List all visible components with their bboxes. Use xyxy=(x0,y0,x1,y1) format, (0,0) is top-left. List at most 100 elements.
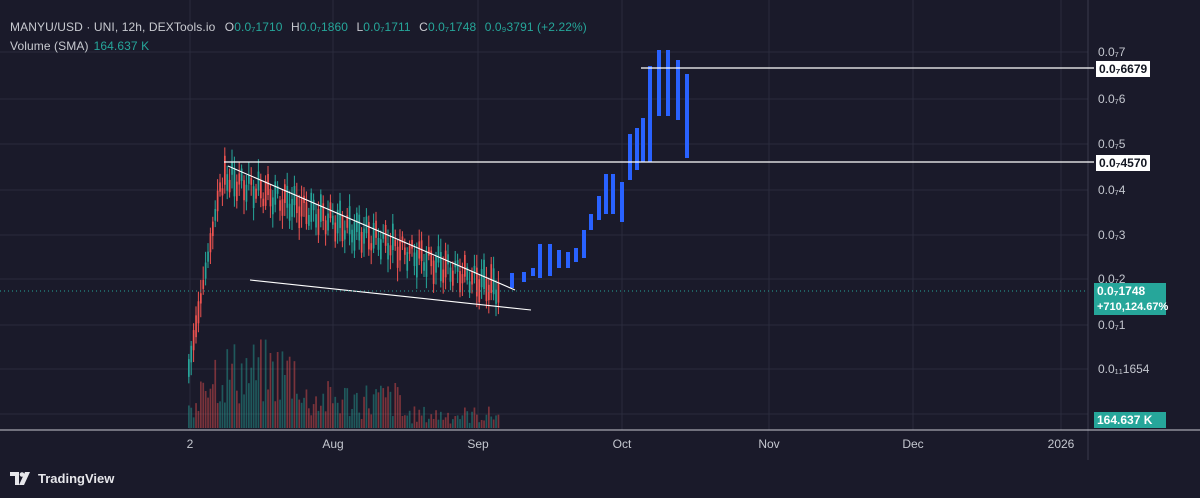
candle-body xyxy=(324,220,327,235)
grid xyxy=(0,0,1200,460)
candle-body xyxy=(413,252,416,267)
level-high-label[interactable]: 0.0₇6679 xyxy=(1096,61,1151,77)
volume-bar xyxy=(274,401,277,428)
projection-bar xyxy=(522,272,526,282)
close-label: C xyxy=(419,20,428,34)
volume-bar xyxy=(204,391,207,428)
volume-value: 164.637 K xyxy=(93,39,150,53)
volume-bar xyxy=(207,397,209,428)
candle-body xyxy=(399,240,401,261)
candle-body xyxy=(195,315,197,338)
candle-body xyxy=(368,222,370,250)
volume-bar xyxy=(260,339,262,428)
volume-bar xyxy=(255,380,257,428)
volume-title[interactable]: Volume (SMA) xyxy=(10,39,89,53)
candle-body xyxy=(288,203,291,221)
volume-bar xyxy=(428,418,430,428)
projection-bar xyxy=(628,134,632,180)
candle-body xyxy=(495,289,497,304)
level-mid-label[interactable]: 0.0₇4570 xyxy=(1096,155,1151,171)
volume-bar xyxy=(332,403,334,428)
candle-body xyxy=(269,188,272,207)
candle-body xyxy=(238,173,241,185)
volume-bar xyxy=(365,385,368,428)
candle-body xyxy=(209,233,212,253)
volume-bar xyxy=(370,414,373,428)
volume-bar xyxy=(291,398,293,428)
price-tick: 0.0₇7 xyxy=(1098,45,1126,59)
projection-bar xyxy=(557,250,561,268)
time-tick: Aug xyxy=(322,437,344,451)
candle-body xyxy=(327,213,329,231)
candle-body xyxy=(464,254,466,277)
change-value: 0.0₉3791 (+2.22%) xyxy=(484,20,587,34)
candle-body xyxy=(226,174,229,191)
candle-body xyxy=(468,281,471,293)
volume-bar xyxy=(317,410,320,428)
candle-body xyxy=(435,256,437,273)
volume-bar xyxy=(236,390,238,428)
candle-body xyxy=(243,180,245,201)
candle-body xyxy=(216,190,219,212)
volume-bar xyxy=(322,393,325,428)
volume-bar xyxy=(228,379,231,428)
volume-bar xyxy=(478,422,481,428)
volume-bar xyxy=(200,381,202,428)
candle-body xyxy=(444,250,447,278)
candle-body xyxy=(483,259,485,290)
volume-bar xyxy=(252,344,255,428)
volume-bar xyxy=(209,388,212,428)
candle-body xyxy=(490,264,493,293)
projection-bar xyxy=(597,196,601,220)
volume-bar xyxy=(276,352,279,428)
projection-bar xyxy=(676,60,680,120)
candle-body xyxy=(260,180,262,199)
volume-badge: 164.637 K xyxy=(1094,412,1166,428)
candle-body xyxy=(380,239,382,260)
candle-body xyxy=(411,239,413,249)
time-tick: Sep xyxy=(467,437,489,451)
candle-body xyxy=(372,222,375,249)
candle-body xyxy=(336,209,339,234)
volume-bar xyxy=(394,383,397,428)
candle-body xyxy=(274,181,277,205)
volume-bar xyxy=(418,409,421,428)
tradingview-logo-icon xyxy=(10,472,30,485)
volume-bar xyxy=(284,375,286,428)
volume-bar xyxy=(192,417,195,428)
volume-bar xyxy=(387,386,389,428)
volume-bar xyxy=(221,385,224,428)
candle-body xyxy=(279,200,281,211)
wedge-upper-line xyxy=(227,165,516,291)
volume-bars xyxy=(188,339,500,428)
candle-body xyxy=(401,236,404,243)
projection-bar xyxy=(604,174,608,214)
candle-body xyxy=(322,203,325,221)
candle-body xyxy=(394,239,397,247)
volume-bar xyxy=(416,421,418,428)
volume-bar xyxy=(483,420,485,428)
chart-legend: MANYU/USD · UNI, 12h, DEXTools.io O0.0₇1… xyxy=(10,18,587,56)
volume-bar xyxy=(334,396,337,428)
volume-bar xyxy=(336,402,339,428)
volume-bar xyxy=(202,382,205,428)
symbol-label[interactable]: MANYU/USD · UNI, 12h, DEXTools.io xyxy=(10,20,216,34)
volume-bar xyxy=(392,416,394,428)
volume-bar xyxy=(310,415,313,428)
candle-body xyxy=(332,215,334,225)
candle-body xyxy=(449,267,452,282)
time-tick: 2026 xyxy=(1047,437,1075,451)
volume-bar xyxy=(411,423,413,428)
volume-bar xyxy=(257,357,260,428)
candle-body xyxy=(387,243,389,260)
volume-bar xyxy=(298,399,301,428)
candle-body xyxy=(382,232,385,239)
volume-bar xyxy=(389,391,392,428)
candle-body xyxy=(233,168,236,197)
time-tick: Dec xyxy=(902,437,924,451)
volume-bar xyxy=(344,387,346,428)
candle-body xyxy=(320,194,322,222)
volume-bar xyxy=(296,393,298,428)
tradingview-brand[interactable]: TradingView xyxy=(10,471,114,486)
